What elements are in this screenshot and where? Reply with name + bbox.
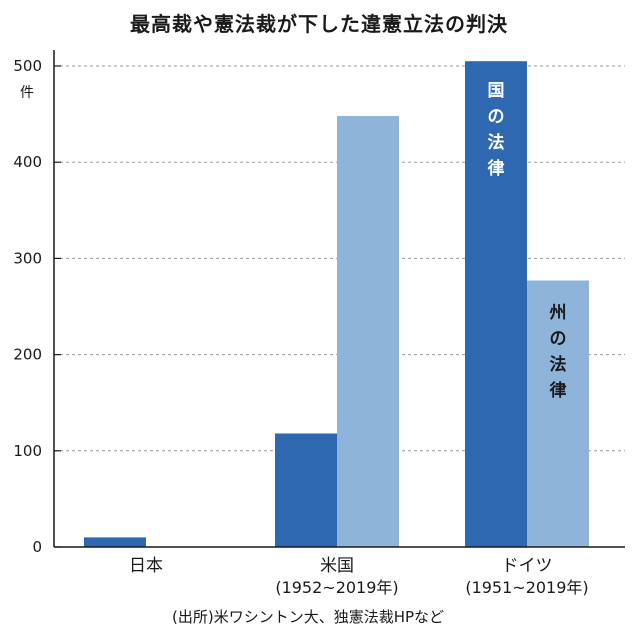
series-label-state: 州の法律 (549, 303, 567, 401)
y-tick-label: 0 (32, 538, 42, 556)
bar (275, 433, 337, 547)
series-label-national: 国の法律 (487, 81, 505, 179)
bar (465, 61, 527, 547)
bar (84, 537, 146, 547)
category-label: ドイツ (502, 556, 553, 576)
source-note: (出所)米ワシントン大、独憲法裁HPなど (172, 608, 445, 626)
category-sublabel: (1952~2019年) (275, 578, 398, 597)
y-tick-label: 300 (13, 249, 42, 267)
y-axis-unit: 件 (20, 85, 34, 101)
category-sublabel: (1951~2019年) (465, 578, 588, 597)
chart-title: 最高裁や憲法裁が下した違憲立法の判決 (130, 12, 508, 36)
y-tick-label: 400 (13, 153, 42, 171)
y-tick-label: 500 (13, 57, 42, 75)
category-label: 米国 (320, 556, 354, 576)
y-tick-label: 200 (13, 346, 42, 364)
y-tick-label: 100 (13, 442, 42, 460)
bar (337, 116, 399, 548)
category-label: 日本 (129, 556, 163, 576)
bar (527, 280, 589, 547)
